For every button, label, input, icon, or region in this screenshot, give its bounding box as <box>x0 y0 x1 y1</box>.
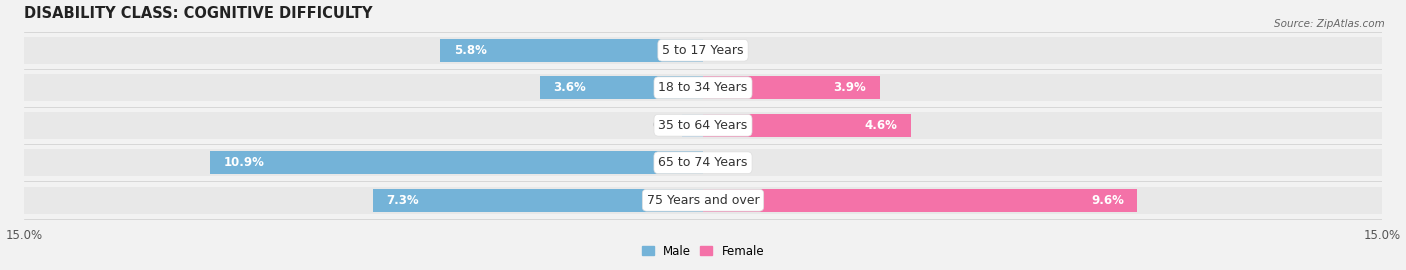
Text: 10.9%: 10.9% <box>224 156 264 169</box>
Bar <box>373 189 703 212</box>
Bar <box>703 114 911 137</box>
Bar <box>703 189 1137 212</box>
Text: 65 to 74 Years: 65 to 74 Years <box>658 156 748 169</box>
Text: 0.0%: 0.0% <box>717 44 747 57</box>
Text: 3.9%: 3.9% <box>834 81 866 94</box>
Text: Source: ZipAtlas.com: Source: ZipAtlas.com <box>1274 19 1385 29</box>
Legend: Male, Female: Male, Female <box>637 240 769 262</box>
Bar <box>24 37 1382 64</box>
Bar <box>682 114 703 137</box>
Text: 0.0%: 0.0% <box>717 156 747 169</box>
Bar <box>703 76 880 99</box>
Text: 5 to 17 Years: 5 to 17 Years <box>662 44 744 57</box>
Text: 75 Years and over: 75 Years and over <box>647 194 759 207</box>
Text: 9.6%: 9.6% <box>1091 194 1123 207</box>
Text: 5.8%: 5.8% <box>454 44 486 57</box>
Bar <box>440 39 703 62</box>
Bar <box>209 151 703 174</box>
Text: 7.3%: 7.3% <box>387 194 419 207</box>
Bar <box>540 76 703 99</box>
Text: DISABILITY CLASS: COGNITIVE DIFFICULTY: DISABILITY CLASS: COGNITIVE DIFFICULTY <box>24 6 373 21</box>
Text: 35 to 64 Years: 35 to 64 Years <box>658 119 748 132</box>
Bar <box>24 187 1382 214</box>
Bar <box>24 112 1382 139</box>
Bar <box>24 149 1382 176</box>
Text: 0.47%: 0.47% <box>652 119 689 132</box>
Text: 18 to 34 Years: 18 to 34 Years <box>658 81 748 94</box>
Text: 3.6%: 3.6% <box>554 81 586 94</box>
Text: 4.6%: 4.6% <box>865 119 897 132</box>
Bar <box>24 74 1382 101</box>
